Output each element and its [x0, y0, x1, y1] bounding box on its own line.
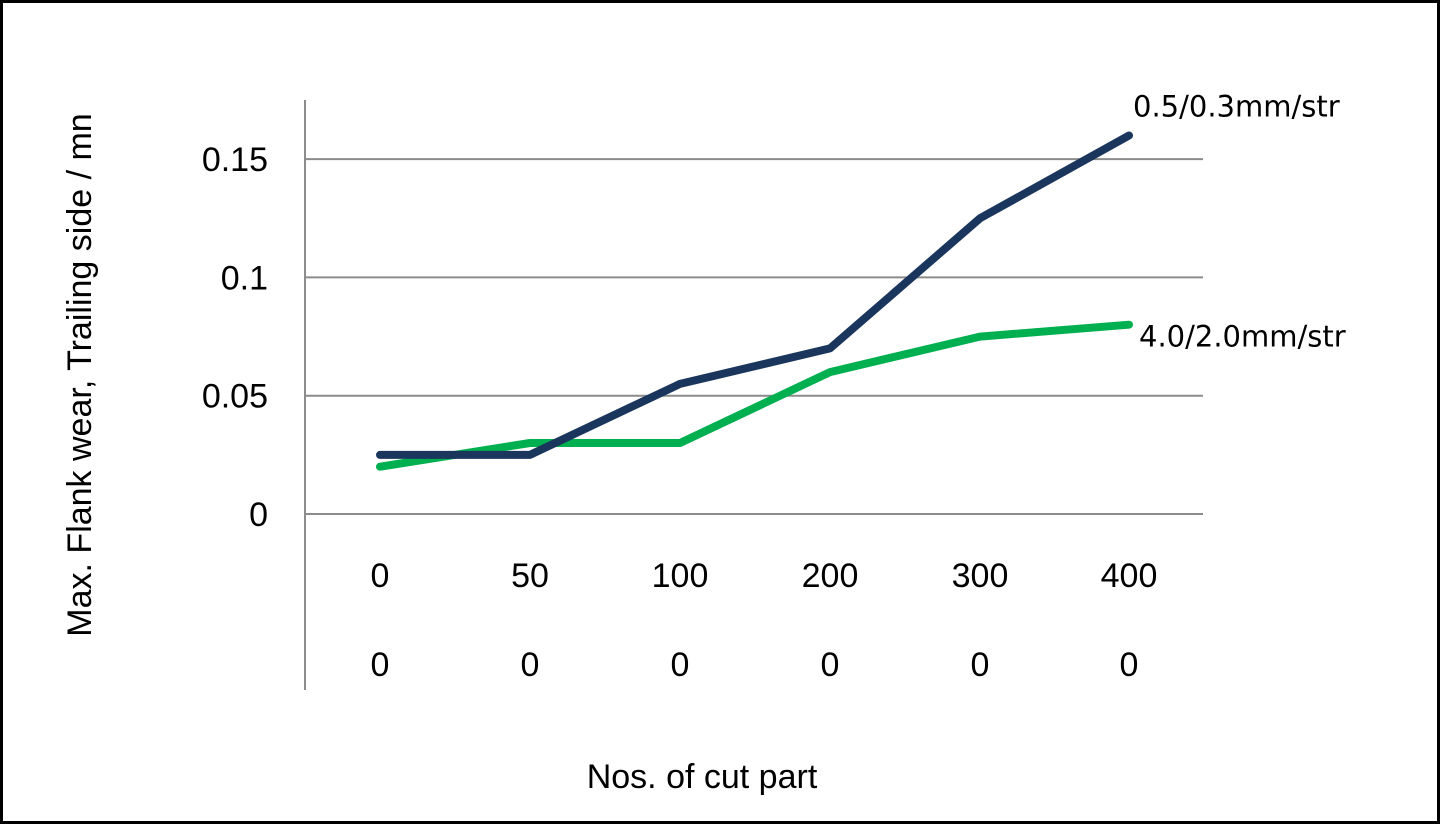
x-tick-sublabel: 0 [671, 646, 690, 684]
y-tick-label: 0.1 [221, 259, 268, 297]
x-tick-labels: 0 0 50 0 100 0 200 0 300 0 400 0 [371, 557, 1158, 684]
x-tick-sublabel: 0 [371, 646, 390, 684]
x-tick-sublabel: 0 [821, 646, 840, 684]
series-labels: 0.5/0.3mm/str 4.0/2.0mm/str [1133, 89, 1346, 353]
x-axis-title: Nos. of cut part [587, 758, 818, 796]
y-tick-label: 0 [249, 496, 268, 534]
x-tick-label: 400 [1101, 557, 1158, 595]
x-tick-label: 300 [952, 557, 1009, 595]
series-label: 4.0/2.0mm/str [1139, 320, 1346, 354]
x-tick-sublabel: 0 [521, 646, 540, 684]
y-tick-label: 0.05 [202, 378, 268, 416]
series-lines [376, 131, 1133, 471]
series-label: 0.5/0.3mm/str [1133, 89, 1340, 123]
x-tick-label: 0 [371, 557, 390, 595]
x-tick-sublabel: 0 [971, 646, 990, 684]
series-line [376, 131, 1133, 459]
y-axis-title: Max. Flank wear, Trailing side / mn [61, 113, 99, 636]
series-line [376, 320, 1133, 471]
gridlines [305, 158, 1203, 515]
x-tick-label: 50 [511, 557, 549, 595]
x-tick-label: 200 [802, 557, 859, 595]
x-tick-label: 100 [652, 557, 709, 595]
y-tick-labels: 0 0.05 0.1 0.15 [202, 141, 268, 534]
y-tick-label: 0.15 [202, 141, 268, 179]
x-tick-sublabel: 0 [1120, 646, 1139, 684]
